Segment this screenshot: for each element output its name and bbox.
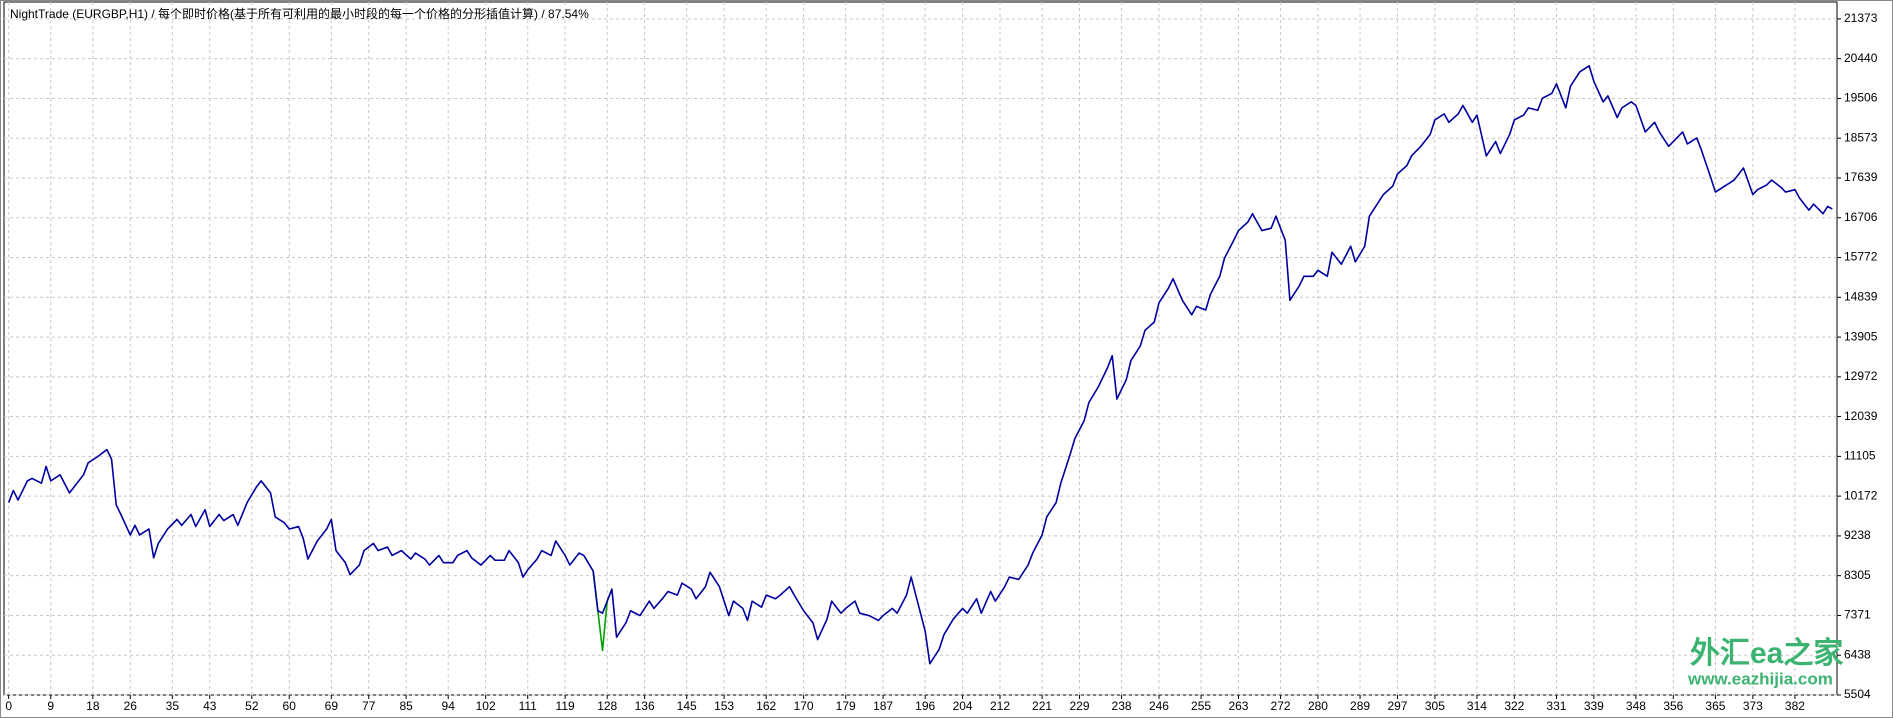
chart-title: NightTrade (EURGBP,H1) / 每个即时价格(基于所有可利用的… (10, 6, 589, 21)
x-tick-label: 196 (915, 699, 935, 713)
x-tick-label: 204 (953, 699, 973, 713)
x-tick-label: 289 (1350, 699, 1370, 713)
y-tick-label: 20440 (1844, 51, 1878, 65)
y-tick-label: 10172 (1844, 488, 1878, 502)
x-tick-label: 26 (124, 699, 138, 713)
x-tick-label: 9 (47, 699, 54, 713)
x-tick-label: 297 (1387, 699, 1407, 713)
x-tick-label: 69 (325, 699, 339, 713)
x-tick-label: 102 (476, 699, 496, 713)
x-tick-label: 246 (1149, 699, 1169, 713)
x-tick-label: 153 (714, 699, 734, 713)
y-tick-label: 15772 (1844, 250, 1878, 264)
plot-area (3, 1, 1838, 696)
y-tick-label: 12039 (1844, 409, 1878, 423)
x-tick-label: 255 (1191, 699, 1211, 713)
x-tick-label: 119 (556, 699, 575, 713)
x-tick-label: 221 (1032, 699, 1052, 713)
x-tick-label: 263 (1228, 699, 1248, 713)
y-tick-label: 5504 (1844, 687, 1871, 701)
x-tick-label: 94 (442, 699, 456, 713)
x-tick-label: 85 (399, 699, 413, 713)
x-tick-label: 43 (203, 699, 217, 713)
x-tick-label: 238 (1112, 699, 1132, 713)
y-tick-label: 14839 (1844, 289, 1878, 303)
y-tick-label: 6438 (1844, 647, 1871, 661)
y-tick-label: 19506 (1844, 91, 1878, 105)
x-tick-label: 212 (990, 699, 1010, 713)
y-tick-label: 18573 (1844, 130, 1878, 144)
x-tick-label: 111 (519, 699, 538, 713)
x-tick-label: 229 (1069, 699, 1089, 713)
y-tick-label: 21373 (1844, 11, 1878, 25)
x-tick-label: 314 (1467, 699, 1487, 713)
x-tick-label: 373 (1743, 699, 1763, 713)
x-tick-label: 77 (362, 699, 376, 713)
y-tick-label: 12972 (1844, 369, 1878, 383)
x-tick-label: 187 (873, 699, 893, 713)
x-tick-label: 128 (597, 699, 617, 713)
series-line (7, 64, 1833, 665)
x-tick-label: 136 (635, 699, 655, 713)
lines (7, 64, 1833, 665)
x-tick-label: 18 (86, 699, 100, 713)
x-tick-label: 179 (836, 699, 856, 713)
x-tick-label: 322 (1504, 699, 1524, 713)
x-tick-label: 60 (283, 699, 297, 713)
y-tick-label: 17639 (1844, 170, 1878, 184)
x-tick-label: 162 (756, 699, 776, 713)
y-tick-label: 13905 (1844, 329, 1878, 343)
x-tick-label: 365 (1705, 699, 1725, 713)
x-tick-label: 145 (677, 699, 697, 713)
y-tick-label: 16706 (1844, 210, 1878, 224)
x-tick-label: 331 (1546, 699, 1566, 713)
x-tick-label: 339 (1584, 699, 1604, 713)
x-tick-label: 35 (166, 699, 180, 713)
y-tick-label: 7371 (1844, 608, 1871, 622)
x-tick-label: 170 (794, 699, 814, 713)
y-tick-label: 11105 (1844, 449, 1876, 463)
x-tick-label: 0 (5, 699, 12, 713)
x-tick-label: 280 (1308, 699, 1328, 713)
watermark: 外汇ea之家 (1690, 636, 1843, 670)
x-tick-label: 52 (245, 699, 259, 713)
y-tick-label: 8305 (1844, 568, 1871, 582)
labels: 5504643873718305923810172111051203912972… (5, 11, 1877, 713)
watermark-url: www.eazhijia.com (1687, 669, 1833, 688)
x-tick-label: 272 (1271, 699, 1291, 713)
x-tick-label: 382 (1785, 699, 1805, 713)
x-tick-label: 356 (1663, 699, 1683, 713)
x-tick-label: 348 (1626, 699, 1646, 713)
x-tick-label: 305 (1425, 699, 1445, 713)
y-tick-label: 9238 (1844, 528, 1871, 542)
